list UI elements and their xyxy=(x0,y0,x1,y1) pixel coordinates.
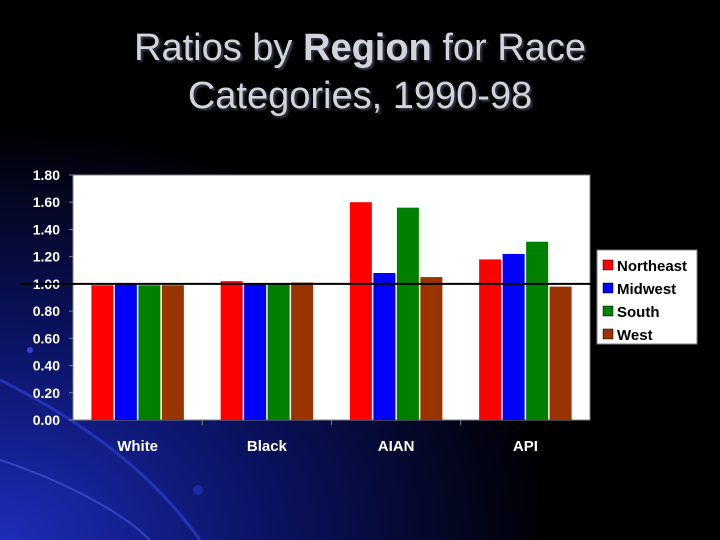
legend-swatch-northeast xyxy=(602,259,614,271)
y-tick-label: 1.80 xyxy=(33,167,60,183)
bar-midwest-aian xyxy=(373,273,396,420)
y-tick-label: 1.40 xyxy=(33,221,60,237)
decorative-dot xyxy=(27,347,33,353)
bar-west-aian xyxy=(420,277,443,420)
title-text: for Race xyxy=(431,27,586,69)
y-tick-label: 1.60 xyxy=(33,194,60,210)
y-tick-label: 0.40 xyxy=(33,358,60,374)
legend-swatch-west xyxy=(602,328,614,340)
title-line-2: Categories, 1990-98 xyxy=(187,75,533,117)
legend-swatch-south xyxy=(602,305,614,317)
legend-swatch-midwest xyxy=(602,282,614,294)
slide-title: Ratios by Region for Race Categories, 19… xyxy=(60,24,660,120)
x-category-label: AIAN xyxy=(378,438,415,455)
bar-south-black xyxy=(267,283,290,420)
legend-label-west: West xyxy=(617,327,653,344)
legend-label-northeast: Northeast xyxy=(617,258,687,275)
x-category-label: White xyxy=(117,438,158,455)
bar-midwest-api xyxy=(502,253,525,420)
bar-northeast-aian xyxy=(349,202,372,420)
legend-label-midwest: Midwest xyxy=(617,281,676,298)
bar-midwest-black xyxy=(244,283,267,420)
bar-northeast-white xyxy=(91,285,114,420)
bar-west-api xyxy=(549,286,572,420)
bar-midwest-white xyxy=(114,283,137,420)
decorative-swoosh xyxy=(0,459,151,540)
bar-south-aian xyxy=(396,207,419,420)
bar-west-black xyxy=(291,282,314,420)
bar-south-api xyxy=(526,241,549,420)
decorative-dot xyxy=(193,485,203,495)
title-text: Ratios by xyxy=(134,27,303,69)
title-bold-word: Region xyxy=(303,27,432,69)
bar-west-white xyxy=(161,285,184,420)
legend-box xyxy=(596,249,698,345)
y-tick-label: 0.20 xyxy=(33,385,60,401)
bar-south-white xyxy=(138,285,161,420)
bar-northeast-black xyxy=(220,281,243,420)
y-tick-label: 0.80 xyxy=(33,303,60,319)
legend-label-south: South xyxy=(617,304,660,321)
x-category-label: API xyxy=(513,438,538,455)
y-tick-label: 0.00 xyxy=(33,412,60,428)
x-category-label: Black xyxy=(247,438,288,455)
y-tick-label: 1.20 xyxy=(33,249,60,265)
title-line-1: Ratios by Region for Race xyxy=(60,24,660,72)
y-tick-label: 0.60 xyxy=(33,330,60,346)
decorative-swoosh xyxy=(0,378,202,540)
bar-northeast-api xyxy=(479,259,502,420)
